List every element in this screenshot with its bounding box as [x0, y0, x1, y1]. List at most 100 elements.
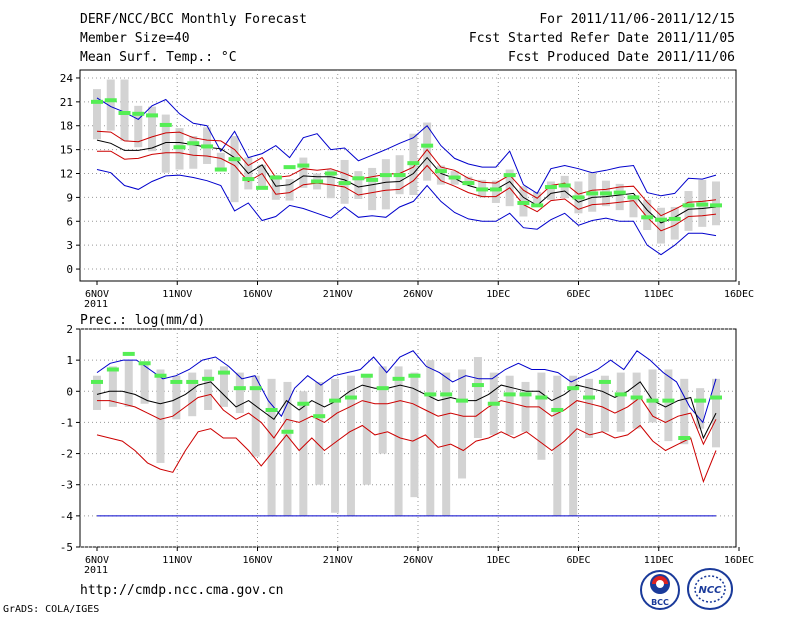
- spread-bar: [505, 375, 514, 435]
- spread-bar: [533, 191, 542, 203]
- y-tick-label: 15: [60, 144, 73, 157]
- footer-url[interactable]: http://cmdp.ncc.cma.gov.cn: [80, 583, 284, 598]
- observed-mark: [118, 110, 131, 115]
- header-member-size: Member Size=40: [80, 31, 190, 46]
- x-tick-label: 6DEC: [566, 289, 590, 300]
- spread-bar: [251, 375, 260, 457]
- spread-bar: [235, 372, 244, 414]
- spread-bar: [670, 206, 679, 240]
- y-tick-label: -2: [60, 448, 73, 461]
- observed-mark: [187, 141, 200, 146]
- x-tick-label: 2011: [84, 299, 108, 310]
- x-tick-label: 6DEC: [566, 555, 590, 566]
- y-tick-label: 1: [66, 354, 73, 367]
- x-tick-label: 26NOV: [403, 289, 433, 300]
- observed-mark: [598, 379, 611, 384]
- observed-mark: [668, 216, 681, 221]
- spread-bar: [378, 366, 387, 454]
- observed-mark: [694, 398, 707, 403]
- observed-mark: [421, 143, 434, 148]
- observed-mark: [329, 398, 342, 403]
- y-tick-label: 3: [66, 239, 73, 252]
- spread-bar: [648, 369, 657, 423]
- spread-bar: [299, 391, 308, 516]
- observed-mark: [311, 179, 324, 184]
- observed-mark: [434, 169, 447, 174]
- observed-mark: [91, 379, 103, 384]
- x-tick-label: 21NOV: [323, 555, 353, 566]
- series-line-mean: [96, 139, 717, 224]
- observed-mark: [186, 379, 199, 384]
- header-title: DERF/NCC/BCC Monthly Forecast: [80, 12, 307, 27]
- observed-mark: [170, 379, 183, 384]
- spread-bar: [600, 375, 609, 432]
- spread-bar: [93, 89, 101, 140]
- y-tick-label: 21: [60, 96, 73, 109]
- spread-bar: [426, 360, 435, 516]
- observed-mark: [613, 190, 626, 195]
- observed-mark: [173, 145, 186, 150]
- ncc-logo: NCC: [687, 568, 733, 610]
- spread-bar: [585, 378, 594, 438]
- spread-bar: [616, 372, 625, 432]
- observed-mark: [710, 395, 722, 400]
- spread-bar: [283, 381, 292, 516]
- observed-mark: [132, 111, 145, 116]
- spread-bar: [108, 366, 117, 407]
- spread-bar: [491, 180, 500, 203]
- x-tick-label: 16NOV: [242, 555, 272, 566]
- observed-mark: [535, 395, 548, 400]
- observed-mark: [379, 173, 392, 178]
- y-tick-label: -4: [60, 510, 74, 523]
- series-line-max: [96, 350, 717, 424]
- spread-bar: [680, 378, 689, 445]
- observed-mark: [407, 161, 420, 166]
- y-tick-label: 18: [60, 120, 73, 133]
- x-tick-label: 16NOV: [242, 289, 272, 300]
- spread-bar: [362, 375, 371, 485]
- observed-mark: [344, 395, 357, 400]
- observed-mark: [138, 361, 151, 366]
- spread-bar: [161, 114, 170, 173]
- header-produced-date: Fcst Produced Date 2011/11/06: [508, 50, 735, 65]
- observed-mark: [91, 99, 103, 104]
- spread-bar: [684, 191, 693, 231]
- observed-mark: [242, 177, 255, 182]
- y-tick-label: 2: [66, 323, 73, 336]
- x-tick-label: 11DEC: [644, 555, 674, 566]
- spread-bar: [189, 136, 198, 169]
- observed-mark: [503, 173, 516, 178]
- y-tick-label: -1: [60, 416, 73, 429]
- header-variable: Mean Surf. Temp.: °C: [80, 50, 237, 65]
- spread-bar: [442, 372, 451, 516]
- spread-bar: [643, 199, 652, 231]
- spread-bar: [93, 375, 101, 410]
- observed-mark: [531, 203, 544, 208]
- plot-frame: [79, 69, 737, 282]
- spread-bar: [394, 366, 403, 516]
- svg-text:BCC: BCC: [651, 598, 669, 607]
- observed-mark: [122, 351, 135, 356]
- x-tick-label: 6NOV: [85, 555, 109, 566]
- observed-mark: [476, 187, 489, 192]
- observed-mark: [627, 195, 640, 200]
- spread-bar: [656, 207, 665, 244]
- spread-bar: [219, 366, 228, 407]
- observed-mark: [324, 171, 337, 176]
- spread-bar: [473, 357, 482, 438]
- observed-mark: [352, 176, 365, 181]
- observed-mark: [392, 376, 405, 381]
- observed-mark: [393, 173, 406, 178]
- observed-mark: [551, 407, 564, 412]
- observed-mark: [249, 386, 262, 391]
- x-tick-label: 1DEC: [486, 289, 510, 300]
- observed-mark: [462, 181, 475, 186]
- spread-bar: [258, 164, 267, 188]
- spread-bar: [204, 369, 213, 410]
- series-line-min: [96, 169, 717, 256]
- x-tick-label: 11NOV: [162, 289, 192, 300]
- x-tick-label: 11NOV: [162, 555, 192, 566]
- observed-mark: [583, 395, 596, 400]
- observed-mark: [696, 202, 709, 207]
